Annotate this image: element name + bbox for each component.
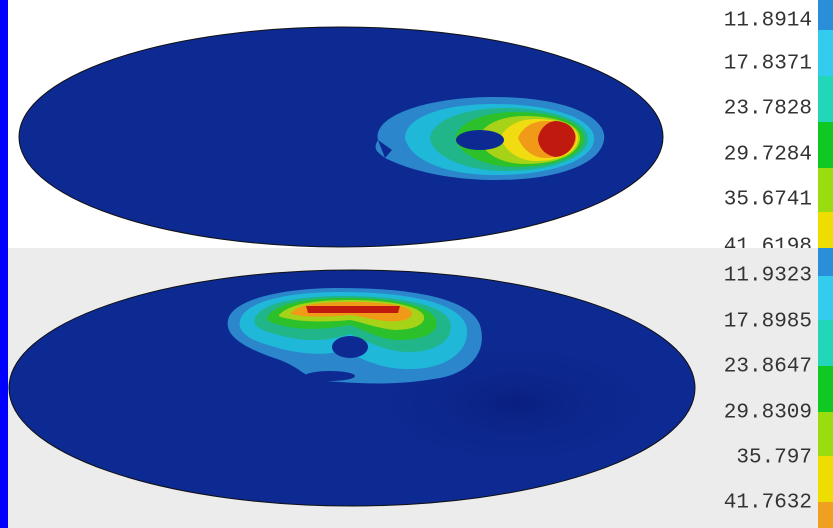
window-edge: [0, 0, 8, 528]
legend-label: 17.8371: [724, 53, 812, 76]
color-bar: [818, 0, 833, 248]
screenshot: 11.891417.837123.782829.728435.674141.61…: [0, 0, 833, 528]
legend-label: 23.7828: [724, 98, 812, 121]
legend-label: 17.8985: [724, 311, 812, 334]
bottom-panel: 11.9323 17.8985 23.8647 29.8309 35.797 41.763…: [0, 248, 833, 528]
legend-label: 11.8914: [724, 10, 812, 33]
legend-label: 41.7632: [724, 492, 812, 515]
legend-label: 35.797: [736, 447, 812, 470]
legend-label: 29.8309: [724, 402, 812, 425]
legend-label: 11.9323: [724, 265, 812, 288]
legend-label: 35.6741: [724, 189, 812, 212]
legend-label: 29.7284: [724, 144, 812, 167]
color-bar: [818, 248, 833, 528]
legend-label: 23.8647: [724, 356, 812, 379]
contour: [376, 97, 605, 180]
top-panel: 11.891417.837123.782829.728435.674141.61…: [0, 0, 833, 259]
page: 11.891417.837123.782829.728435.674141.61…: [0, 0, 833, 528]
